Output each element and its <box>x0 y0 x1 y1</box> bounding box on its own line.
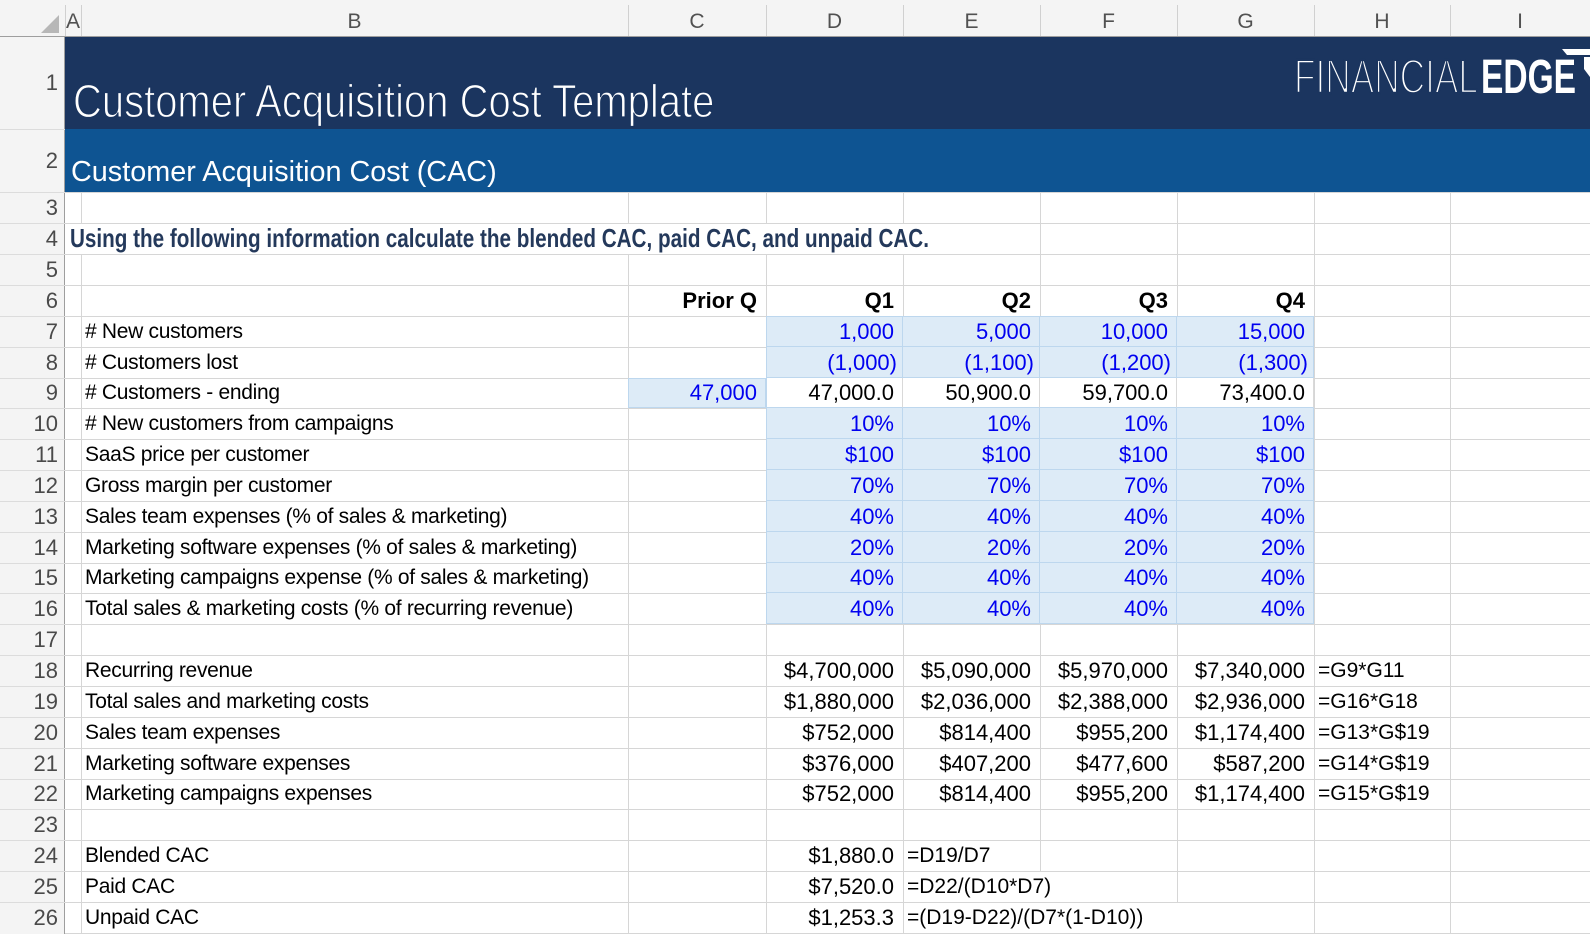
svg-text:FINANCIAL: FINANCIAL <box>1294 51 1478 100</box>
svg-text:EDGE: EDGE <box>1481 51 1576 100</box>
